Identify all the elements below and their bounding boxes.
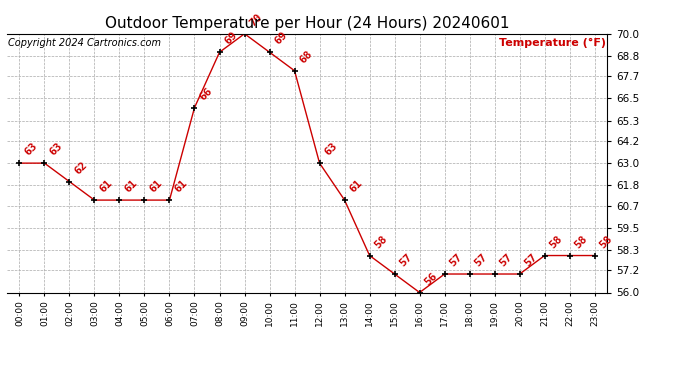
Text: 61: 61: [97, 178, 114, 195]
Text: 57: 57: [397, 252, 414, 268]
Title: Outdoor Temperature per Hour (24 Hours) 20240601: Outdoor Temperature per Hour (24 Hours) …: [105, 16, 509, 31]
Text: 56: 56: [422, 270, 439, 287]
Text: 66: 66: [197, 86, 214, 102]
Text: 58: 58: [573, 233, 589, 250]
Text: 69: 69: [222, 30, 239, 46]
Text: 61: 61: [122, 178, 139, 195]
Text: Temperature (°F): Temperature (°F): [499, 38, 606, 48]
Text: 57: 57: [522, 252, 539, 268]
Text: 58: 58: [373, 233, 389, 250]
Text: 62: 62: [72, 159, 89, 176]
Text: 61: 61: [347, 178, 364, 195]
Text: 63: 63: [47, 141, 63, 158]
Text: 70: 70: [247, 12, 264, 28]
Text: 57: 57: [447, 252, 464, 268]
Text: 57: 57: [497, 252, 514, 268]
Text: 63: 63: [322, 141, 339, 158]
Text: Copyright 2024 Cartronics.com: Copyright 2024 Cartronics.com: [8, 38, 161, 48]
Text: 61: 61: [172, 178, 189, 195]
Text: 58: 58: [547, 233, 564, 250]
Text: 63: 63: [22, 141, 39, 158]
Text: 68: 68: [297, 48, 314, 65]
Text: 69: 69: [273, 30, 289, 46]
Text: 61: 61: [147, 178, 164, 195]
Text: 57: 57: [473, 252, 489, 268]
Text: 58: 58: [598, 233, 614, 250]
